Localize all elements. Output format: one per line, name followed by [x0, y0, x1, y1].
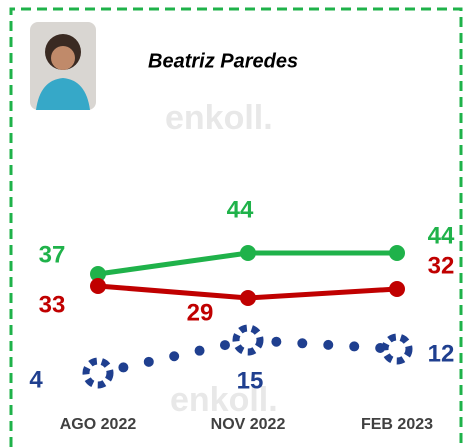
value-label: 15: [237, 367, 264, 394]
photo: [30, 22, 96, 110]
value-label: 37: [39, 241, 66, 268]
marker: [240, 290, 256, 306]
value-label: 44: [428, 222, 455, 249]
marker: [385, 337, 409, 361]
x-tick-label: NOV 2022: [211, 416, 286, 433]
value-label: 12: [428, 340, 455, 367]
chart-title: Beatriz Paredes: [148, 50, 298, 72]
value-label: 32: [428, 252, 455, 279]
value-label: 29: [187, 299, 214, 326]
value-label: 33: [39, 291, 66, 318]
value-label: 4: [29, 366, 43, 393]
marker: [86, 361, 110, 385]
marker: [240, 245, 256, 261]
watermark: enkoll.: [165, 99, 273, 137]
chart: Beatriz Paredes enkoll. enkoll. AGO 2022…: [0, 0, 471, 447]
marker: [236, 328, 260, 352]
x-tick-label: AGO 2022: [60, 416, 137, 433]
x-tick-label: FEB 2023: [361, 416, 433, 433]
value-label: 44: [227, 196, 254, 223]
marker: [389, 281, 405, 297]
marker: [90, 278, 106, 294]
marker: [389, 245, 405, 261]
